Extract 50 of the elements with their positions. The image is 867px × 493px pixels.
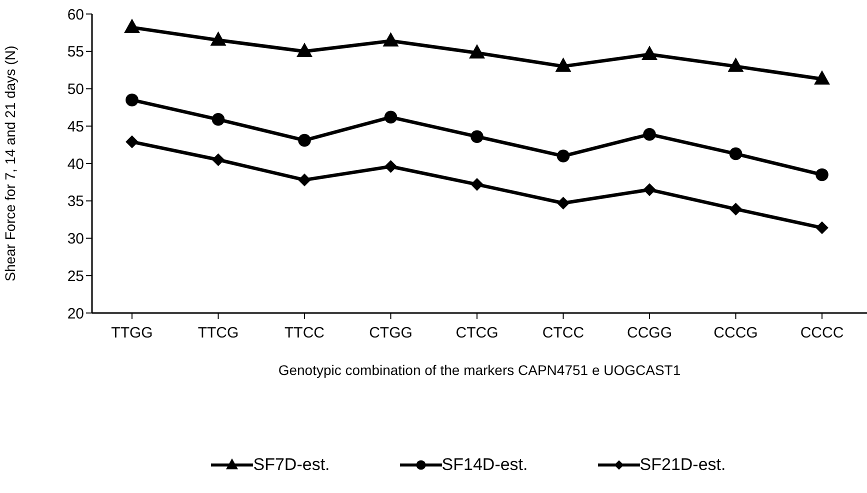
point xyxy=(816,221,828,234)
point xyxy=(384,110,398,124)
x-tick-label: CCCC xyxy=(800,324,844,342)
x-tick-label: CTGG xyxy=(369,324,412,342)
point xyxy=(470,178,484,191)
legend-label: SF21D-est. xyxy=(640,455,726,475)
point xyxy=(382,32,399,47)
y-tick-label: 60 xyxy=(67,6,84,24)
legend-label: SF7D-est. xyxy=(253,455,330,475)
point xyxy=(556,196,570,210)
y-tick-label: 40 xyxy=(67,156,84,173)
point xyxy=(728,58,744,72)
point xyxy=(124,18,140,34)
point xyxy=(384,160,398,173)
point xyxy=(298,134,311,147)
y-tick-label: 20 xyxy=(67,305,84,322)
point xyxy=(814,70,830,85)
point xyxy=(296,42,312,57)
point xyxy=(470,130,484,143)
point xyxy=(642,46,658,60)
x-tick-label: CCCG xyxy=(714,324,758,342)
y-tick-label: 45 xyxy=(67,118,84,136)
y-tick-label: 30 xyxy=(67,230,84,248)
y-axis-title: Shear Force for 7, 14 and 21 days (N) xyxy=(2,46,18,282)
point xyxy=(729,202,742,216)
point xyxy=(469,44,485,58)
point xyxy=(643,128,656,141)
point xyxy=(816,168,828,182)
x-tick-label: CCGG xyxy=(627,324,672,342)
x-tick-label: TTGG xyxy=(111,324,153,342)
point xyxy=(729,147,742,160)
point xyxy=(555,58,572,72)
x-tick-label: CTCC xyxy=(542,324,584,342)
x-tick-label: TTCC xyxy=(284,324,325,342)
x-axis-title: Genotypic combination of the markers CAPN4751 e UOGCAST1 xyxy=(278,362,681,378)
point xyxy=(643,183,656,196)
y-tick-label: 55 xyxy=(67,44,84,61)
legend-label: SF14D-est. xyxy=(442,455,528,475)
x-tick-label: TTCG xyxy=(198,324,239,342)
point xyxy=(210,31,226,46)
point xyxy=(126,135,138,148)
y-tick-label: 35 xyxy=(67,193,84,210)
point xyxy=(212,153,225,166)
y-tick-label: 25 xyxy=(67,268,84,285)
point xyxy=(212,112,225,126)
point xyxy=(556,150,570,162)
y-tick-label: 50 xyxy=(67,81,84,98)
point xyxy=(298,174,311,186)
point xyxy=(126,94,138,106)
x-tick-label: CTCG xyxy=(456,324,498,342)
